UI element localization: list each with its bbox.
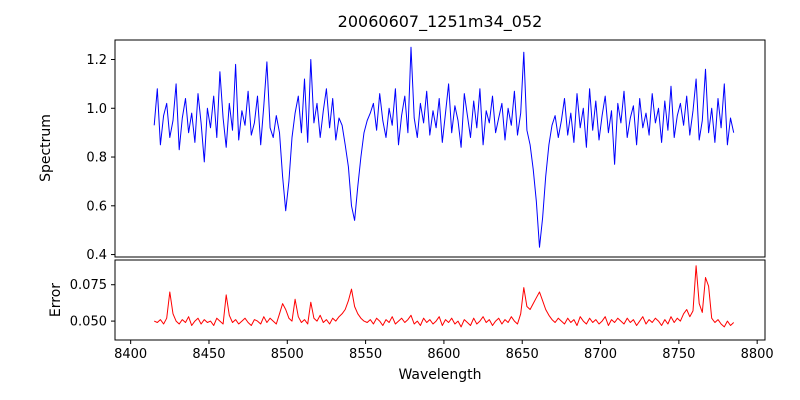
- x-axis-label: Wavelength: [398, 367, 482, 383]
- x-tick-label: 8600: [427, 347, 460, 362]
- spectrum-panel: 0.4 0.6 0.8 1.0 1.2: [86, 39, 766, 263]
- x-tick-label: 8650: [506, 347, 539, 362]
- x-tick-label: 8700: [584, 347, 617, 362]
- y-tick-label: 0.6: [86, 199, 107, 214]
- x-tick-label: 8550: [349, 347, 382, 362]
- y-tick-label: 0.4: [86, 248, 107, 263]
- spectrum-axes-box: [114, 39, 766, 258]
- x-tick-label: 8750: [662, 347, 695, 362]
- error-line: [153, 265, 735, 328]
- error-axes-box: [114, 259, 766, 341]
- x-tick-label: 8450: [192, 347, 225, 362]
- y-tick-label: 1.0: [86, 102, 107, 117]
- y-tick-label: 1.2: [86, 53, 107, 68]
- x-tick-label: 8800: [741, 347, 774, 362]
- spectrum-line: [153, 46, 735, 248]
- x-tick-label: 8400: [114, 347, 147, 362]
- chart-title: 20060607_1251m34_052: [337, 12, 543, 31]
- error-panel: 0.050 0.075 8400 8450 8500 8550 8600 8650 8700 87…: [70, 259, 774, 362]
- x-tick-label: 8500: [271, 347, 304, 362]
- y-tick-label: 0.8: [86, 151, 107, 166]
- y-tick-label: 0.075: [70, 278, 107, 293]
- y-tick-label: 0.050: [70, 315, 107, 330]
